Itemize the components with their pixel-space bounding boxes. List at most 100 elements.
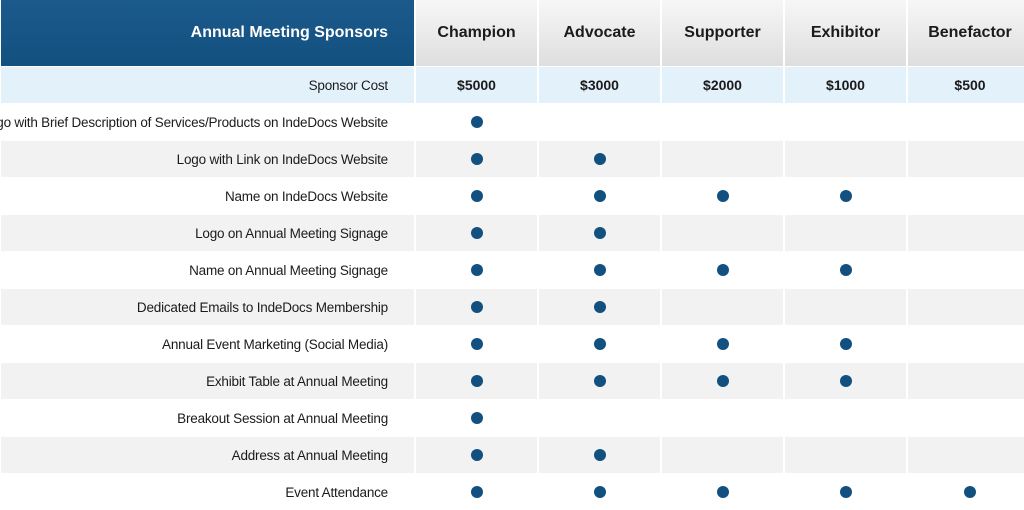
filled-circle-icon: [839, 486, 852, 498]
benefit-label: Dedicated Emails to IndeDocs Membership: [1, 289, 414, 325]
filled-circle-icon: [470, 116, 483, 128]
benefit-cell-supporter: [662, 400, 783, 436]
benefit-cell-champion: [416, 289, 537, 325]
benefit-cell-exhibitor: [785, 289, 906, 325]
benefit-cell-exhibitor: [785, 474, 906, 510]
cost-champion: $5000: [416, 67, 537, 103]
filled-circle-icon: [593, 153, 606, 165]
filled-circle-icon: [716, 375, 729, 387]
benefit-cell-supporter: [662, 437, 783, 473]
benefit-cell-champion: [416, 326, 537, 362]
filled-circle-icon: [839, 338, 852, 350]
sponsor-cost-label: Sponsor Cost: [1, 67, 414, 103]
filled-circle-icon: [470, 227, 483, 239]
filled-circle-icon: [593, 449, 606, 461]
tier-header-champion: Champion: [416, 0, 537, 66]
benefit-cell-champion: [416, 104, 537, 140]
filled-circle-icon: [593, 338, 606, 350]
benefit-cell-exhibitor: [785, 400, 906, 436]
benefit-label: Event Attendance: [1, 474, 414, 510]
filled-circle-icon: [839, 264, 852, 276]
benefit-label: Annual Event Marketing (Social Media): [1, 326, 414, 362]
filled-circle-icon: [593, 375, 606, 387]
benefit-cell-supporter: [662, 363, 783, 399]
benefit-cell-benefactor: [908, 363, 1024, 399]
benefit-cell-supporter: [662, 215, 783, 251]
benefit-cell-advocate: [539, 178, 660, 214]
benefit-cell-champion: [416, 215, 537, 251]
benefit-cell-champion: [416, 178, 537, 214]
tier-header-benefactor: Benefactor: [908, 0, 1024, 66]
benefit-cell-advocate: [539, 474, 660, 510]
filled-circle-icon: [964, 486, 976, 498]
benefit-cell-supporter: [662, 178, 783, 214]
benefit-cell-champion: [416, 400, 537, 436]
benefit-label: Breakout Session at Annual Meeting: [1, 400, 414, 436]
filled-circle-icon: [470, 375, 483, 387]
benefit-cell-champion: [416, 363, 537, 399]
filled-circle-icon: [470, 301, 483, 313]
benefit-cell-champion: [416, 474, 537, 510]
benefit-cell-advocate: [539, 141, 660, 177]
filled-circle-icon: [470, 264, 483, 276]
benefit-cell-champion: [416, 141, 537, 177]
filled-circle-icon: [716, 264, 729, 276]
benefit-cell-benefactor: [908, 474, 1024, 510]
cost-benefactor: $500: [908, 67, 1024, 103]
filled-circle-icon: [716, 190, 729, 202]
filled-circle-icon: [470, 486, 483, 498]
table-title: Annual Meeting Sponsors: [1, 0, 414, 66]
cost-advocate: $3000: [539, 67, 660, 103]
benefit-cell-advocate: [539, 363, 660, 399]
benefit-cell-benefactor: [908, 326, 1024, 362]
benefit-label: Logo with Brief Description of Services/…: [0, 104, 414, 140]
benefit-cell-exhibitor: [785, 178, 906, 214]
tier-header-advocate: Advocate: [539, 0, 660, 66]
benefit-cell-benefactor: [908, 437, 1024, 473]
filled-circle-icon: [716, 486, 729, 498]
benefit-cell-benefactor: [908, 215, 1024, 251]
filled-circle-icon: [470, 153, 483, 165]
benefit-cell-champion: [416, 437, 537, 473]
benefit-cell-advocate: [539, 326, 660, 362]
benefit-label: Name on Annual Meeting Signage: [1, 252, 414, 288]
cost-exhibitor: $1000: [785, 67, 906, 103]
filled-circle-icon: [716, 338, 729, 350]
benefit-label: Logo on Annual Meeting Signage: [1, 215, 414, 251]
filled-circle-icon: [593, 486, 606, 498]
filled-circle-icon: [593, 264, 606, 276]
benefit-cell-benefactor: [908, 104, 1024, 140]
benefit-cell-advocate: [539, 437, 660, 473]
benefit-cell-exhibitor: [785, 215, 906, 251]
benefit-label: Name on IndeDocs Website: [1, 178, 414, 214]
benefit-cell-exhibitor: [785, 141, 906, 177]
tier-header-supporter: Supporter: [662, 0, 783, 66]
filled-circle-icon: [470, 412, 483, 424]
filled-circle-icon: [470, 190, 483, 202]
benefit-cell-supporter: [662, 141, 783, 177]
benefit-cell-benefactor: [908, 400, 1024, 436]
benefit-cell-supporter: [662, 474, 783, 510]
benefit-label: Logo with Link on IndeDocs Website: [1, 141, 414, 177]
cost-supporter: $2000: [662, 67, 783, 103]
filled-circle-icon: [593, 301, 606, 313]
filled-circle-icon: [470, 449, 483, 461]
benefit-cell-champion: [416, 252, 537, 288]
benefit-cell-benefactor: [908, 289, 1024, 325]
filled-circle-icon: [470, 338, 483, 350]
benefit-cell-supporter: [662, 252, 783, 288]
benefit-cell-supporter: [662, 289, 783, 325]
benefit-cell-advocate: [539, 252, 660, 288]
benefit-cell-supporter: [662, 326, 783, 362]
filled-circle-icon: [593, 227, 606, 239]
benefit-cell-exhibitor: [785, 363, 906, 399]
benefit-cell-advocate: [539, 104, 660, 140]
benefit-cell-supporter: [662, 104, 783, 140]
filled-circle-icon: [593, 190, 606, 202]
benefit-cell-exhibitor: [785, 326, 906, 362]
benefit-cell-benefactor: [908, 178, 1024, 214]
benefit-cell-exhibitor: [785, 252, 906, 288]
benefit-cell-advocate: [539, 289, 660, 325]
tier-header-exhibitor: Exhibitor: [785, 0, 906, 66]
benefit-cell-exhibitor: [785, 437, 906, 473]
